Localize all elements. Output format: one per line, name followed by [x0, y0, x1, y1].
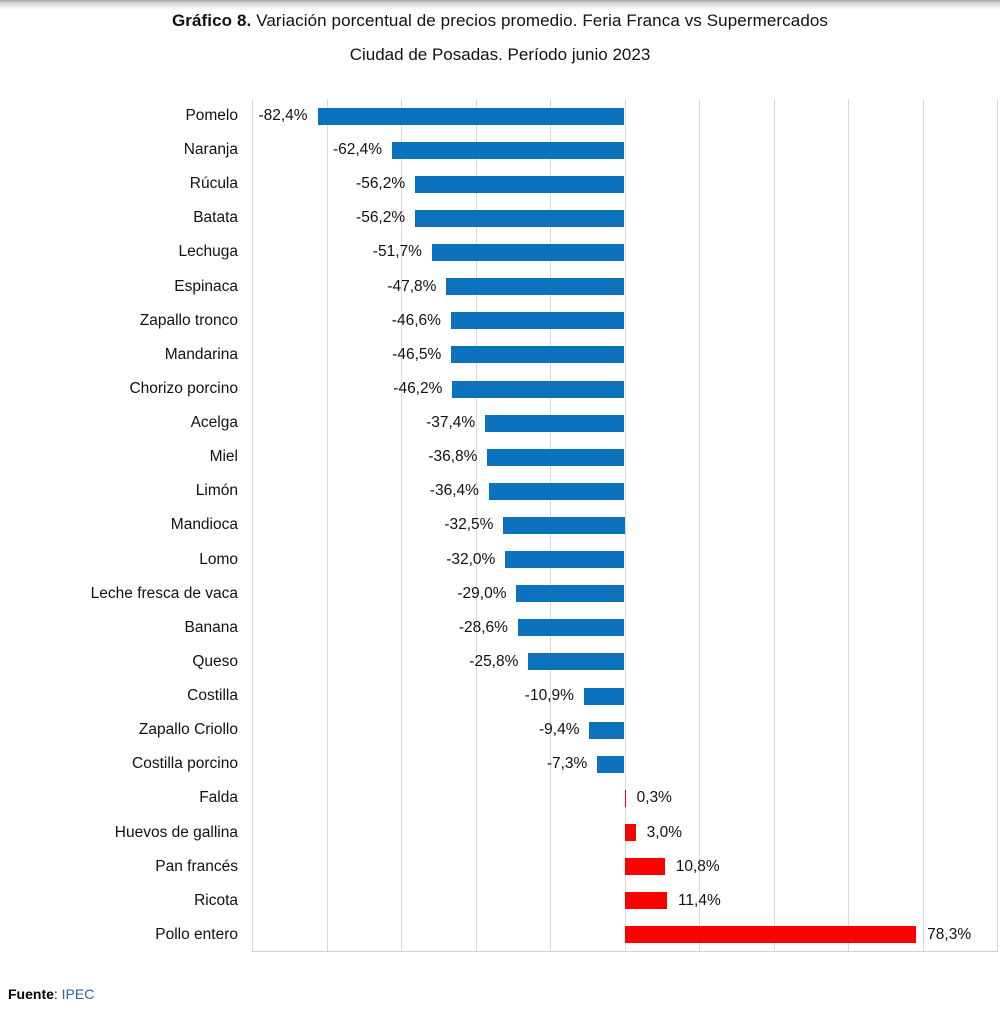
- bar: [452, 380, 625, 398]
- value-label: -47,8%: [387, 277, 437, 295]
- category-label: Costilla: [187, 687, 238, 705]
- gridline: [773, 99, 775, 952]
- category-label: Lechuga: [178, 243, 238, 261]
- category-label: Huevos de gallina: [114, 823, 238, 841]
- bar: [450, 312, 625, 330]
- value-label: -62,4%: [332, 141, 383, 159]
- chart-title-number: Gráfico 8.: [171, 11, 252, 30]
- value-label: 0,3%: [636, 789, 672, 807]
- category-label: Acelga: [190, 414, 238, 432]
- bar: [451, 346, 625, 364]
- bar: [624, 858, 665, 876]
- value-label: -25,8%: [469, 652, 519, 670]
- value-label: -46,2%: [393, 379, 443, 397]
- category-label: Pollo entero: [155, 925, 238, 943]
- bar: [415, 209, 625, 227]
- value-label: -10,9%: [524, 687, 574, 705]
- gridline: [326, 99, 328, 952]
- category-label: Costilla porcino: [132, 755, 238, 773]
- chart-title-text: Variación porcentual de precios promedio…: [251, 11, 829, 30]
- value-label: -51,7%: [372, 243, 422, 261]
- category-label: Ricota: [194, 891, 238, 909]
- bar: [415, 175, 625, 193]
- value-label: 3,0%: [646, 823, 683, 841]
- bar: [583, 687, 625, 705]
- page-top-edge: [0, 0, 1000, 10]
- value-label: -46,5%: [392, 345, 442, 363]
- gridline: [922, 99, 924, 952]
- bar: [528, 653, 625, 671]
- source-label: Fuente: [8, 986, 54, 1002]
- value-label: -36,4%: [429, 482, 479, 500]
- gridline: [624, 99, 626, 952]
- value-label: -7,3%: [546, 755, 588, 773]
- value-label: -36,8%: [428, 448, 478, 466]
- bar: [503, 517, 625, 534]
- category-label: Queso: [192, 652, 238, 670]
- plot-area: -82,4% -62,4% -56,2% -56,2% -51,7% -47,8% -46,…: [252, 99, 998, 952]
- category-label: Limón: [195, 482, 238, 500]
- bar: [488, 482, 625, 500]
- value-label: 78,3%: [927, 925, 972, 943]
- source-colon: :: [53, 986, 62, 1002]
- category-label: Pomelo: [185, 107, 238, 124]
- bar: [487, 448, 625, 466]
- value-label: -32,0%: [446, 550, 496, 568]
- value-label: -82,4%: [258, 107, 308, 124]
- bar: [589, 721, 625, 739]
- value-label: -46,6%: [391, 311, 441, 329]
- source-value: IPEC: [61, 986, 95, 1002]
- value-label: 11,4%: [677, 891, 721, 909]
- category-label: Batata: [193, 209, 238, 227]
- bar: [624, 892, 667, 910]
- bar: [624, 824, 636, 842]
- value-label: -56,2%: [356, 209, 406, 227]
- category-label: Espinaca: [174, 277, 238, 295]
- gridline: [848, 99, 849, 952]
- value-label: -32,5%: [444, 516, 494, 534]
- gridline: [475, 99, 477, 952]
- category-label: Lomo: [199, 550, 238, 568]
- value-label: 10,8%: [675, 857, 720, 875]
- category-label: Zapallo tronco: [139, 311, 238, 329]
- bar: [517, 619, 625, 637]
- bar: [431, 244, 625, 262]
- chart-subtitle: Ciudad de Posadas. Período junio 2023: [349, 45, 651, 64]
- gridline: [401, 99, 402, 952]
- category-label: Rúcula: [189, 175, 238, 193]
- bar: [317, 107, 625, 125]
- category-label: Mandioca: [170, 516, 238, 534]
- source-note: Fuente: IPEC: [8, 986, 94, 1002]
- bar: [505, 551, 625, 569]
- category-label: Chorizo porcino: [129, 379, 238, 397]
- category-label: Zapallo Criollo: [138, 721, 238, 739]
- value-label: -56,2%: [356, 175, 406, 193]
- bar-chart: Pomelo Naranja Rúcula Batata Lechuga Espinaca…: [0, 99, 1000, 952]
- category-label: Pan francés: [155, 857, 238, 875]
- category-label: Banana: [184, 618, 238, 636]
- value-label: -37,4%: [426, 414, 476, 432]
- category-label: Falda: [199, 789, 238, 807]
- category-label: Miel: [209, 448, 238, 466]
- category-label: Mandarina: [164, 345, 238, 363]
- bar: [485, 414, 625, 432]
- gridline: [699, 99, 700, 952]
- value-label: -29,0%: [457, 584, 507, 602]
- chart-title: Gráfico 8. Variación porcentual de preci…: [0, 11, 1000, 31]
- value-label: -9,4%: [539, 721, 580, 739]
- gridline: [997, 99, 998, 952]
- category-label: Naranja: [183, 141, 238, 159]
- bar: [392, 141, 625, 159]
- bar: [516, 585, 625, 603]
- bar: [624, 926, 917, 944]
- bar: [624, 789, 626, 807]
- value-label: -28,6%: [458, 618, 508, 636]
- gridline: [252, 99, 253, 952]
- category-axis: Pomelo Naranja Rúcula Batata Lechuga Espinaca…: [0, 99, 238, 952]
- category-label: Leche fresca de vaca: [90, 584, 238, 602]
- axis-bottom-line: [252, 951, 997, 952]
- bar: [446, 278, 625, 296]
- bar: [597, 755, 625, 773]
